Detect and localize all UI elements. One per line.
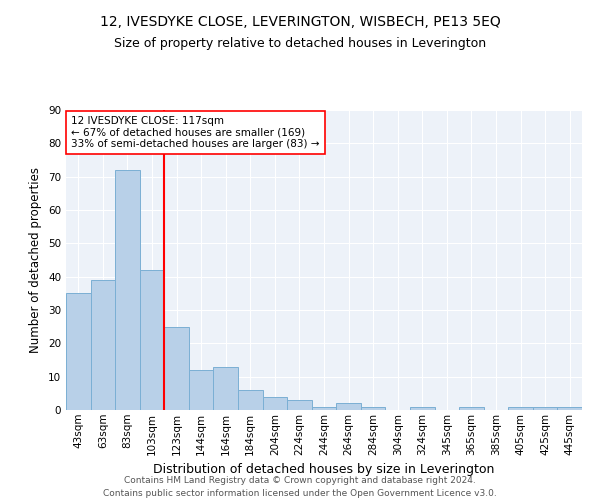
Bar [533,406,557,410]
Bar [263,396,287,410]
Bar [214,366,238,410]
Bar [312,406,336,410]
Bar [336,404,361,410]
Bar [115,170,140,410]
Bar [287,400,312,410]
X-axis label: Distribution of detached houses by size in Leverington: Distribution of detached houses by size … [154,463,494,476]
Text: 12, IVESDYKE CLOSE, LEVERINGTON, WISBECH, PE13 5EQ: 12, IVESDYKE CLOSE, LEVERINGTON, WISBECH… [100,15,500,29]
Bar [508,406,533,410]
Bar [459,406,484,410]
Bar [410,406,434,410]
Bar [66,294,91,410]
Bar [238,390,263,410]
Bar [164,326,189,410]
Bar [140,270,164,410]
Text: 12 IVESDYKE CLOSE: 117sqm
← 67% of detached houses are smaller (169)
33% of semi: 12 IVESDYKE CLOSE: 117sqm ← 67% of detac… [71,116,320,149]
Bar [91,280,115,410]
Text: Size of property relative to detached houses in Leverington: Size of property relative to detached ho… [114,38,486,51]
Bar [189,370,214,410]
Bar [557,406,582,410]
Text: Contains HM Land Registry data © Crown copyright and database right 2024.
Contai: Contains HM Land Registry data © Crown c… [103,476,497,498]
Bar [361,406,385,410]
Y-axis label: Number of detached properties: Number of detached properties [29,167,43,353]
